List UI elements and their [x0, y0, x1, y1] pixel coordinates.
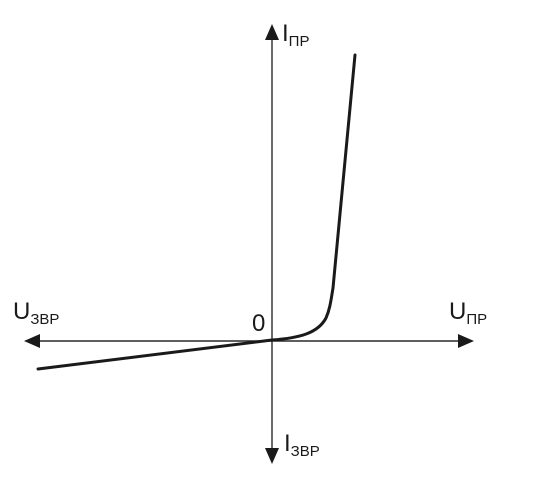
current-forward-arrow-icon	[265, 24, 279, 40]
label-voltage-reverse: UЗВР	[13, 298, 59, 328]
voltage-forward-arrow-icon	[458, 334, 474, 348]
origin-label: 0	[252, 310, 265, 337]
label-current-reverse-subscript: ЗВР	[291, 443, 320, 460]
label-current-reverse: IЗВР	[284, 430, 320, 460]
iv-curve	[36, 53, 357, 371]
current-reverse-arrow-icon	[265, 448, 279, 464]
label-voltage-forward-symbol: U	[449, 298, 466, 325]
label-voltage-reverse-symbol: U	[13, 298, 30, 325]
label-voltage-forward: UПР	[449, 298, 487, 328]
label-voltage-reverse-subscript: ЗВР	[30, 311, 59, 328]
label-current-forward-symbol: I	[282, 20, 289, 47]
label-current-reverse-symbol: I	[284, 430, 291, 457]
voltage-reverse-arrow-icon	[24, 334, 40, 348]
label-current-forward: IПР	[282, 20, 309, 50]
label-voltage-forward-subscript: ПР	[466, 311, 487, 328]
label-current-forward-subscript: ПР	[289, 33, 310, 50]
